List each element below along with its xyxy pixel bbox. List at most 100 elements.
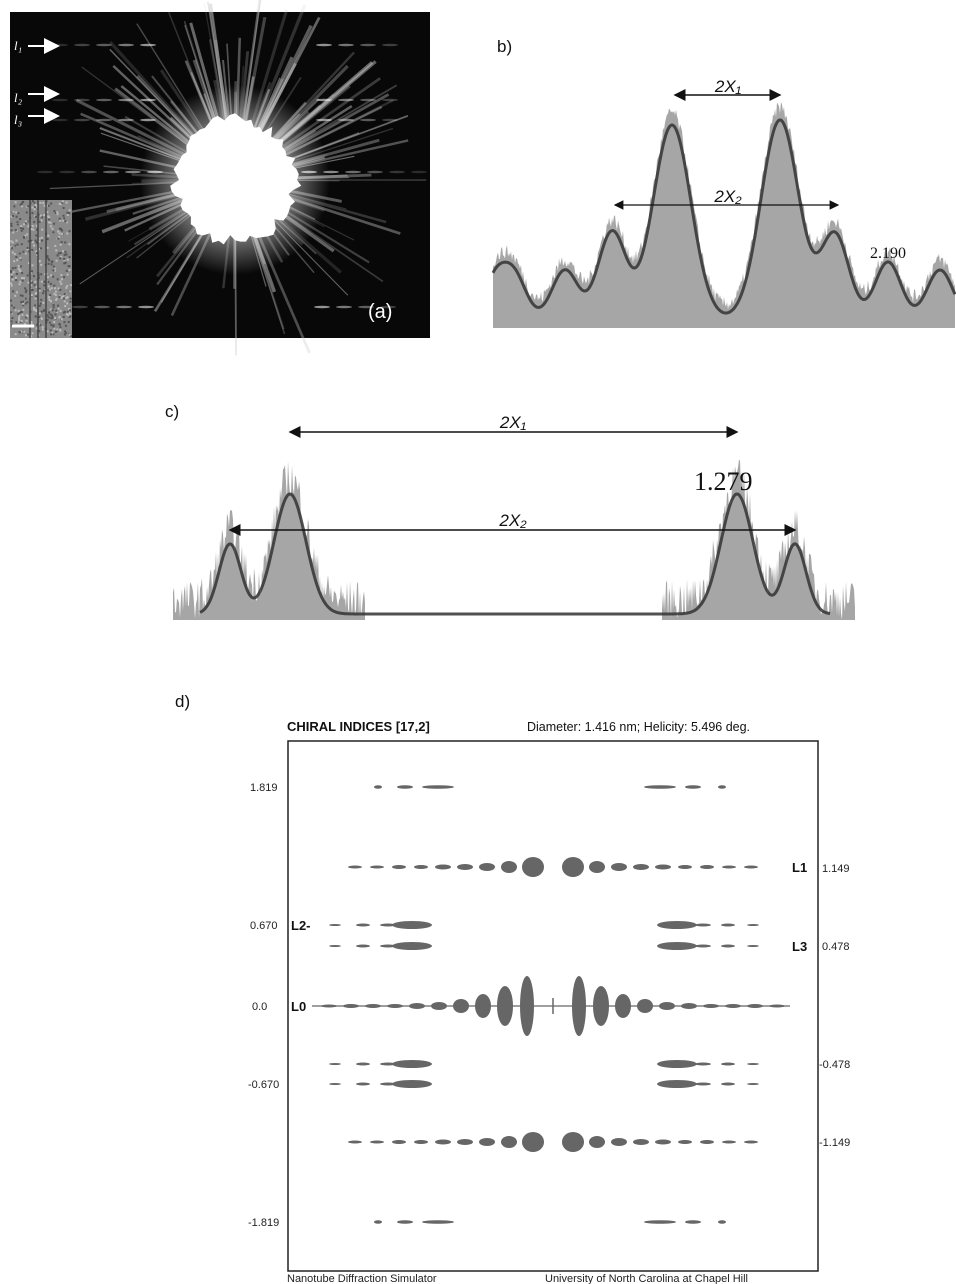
noise	[20, 202, 23, 205]
panel-label: c)	[165, 402, 179, 421]
noise	[25, 334, 28, 337]
noise	[21, 313, 24, 316]
noise	[52, 265, 55, 268]
noise	[51, 331, 54, 334]
noise	[33, 308, 36, 311]
spot	[392, 865, 406, 869]
noise	[16, 223, 19, 226]
noise	[53, 222, 56, 225]
row-value: 0.0	[252, 1001, 267, 1013]
panel-label: b)	[497, 37, 512, 56]
noise	[46, 246, 49, 249]
noise	[25, 289, 28, 292]
layer-line	[140, 43, 156, 47]
noise	[51, 309, 54, 312]
noise	[50, 287, 53, 290]
noise	[38, 287, 41, 290]
noise	[29, 284, 32, 287]
noise	[24, 252, 27, 255]
histogram	[493, 102, 955, 328]
noise	[56, 310, 59, 313]
spot	[572, 976, 586, 1036]
row-value: 1.149	[822, 863, 850, 875]
bracket-label: 2X₂	[498, 511, 527, 530]
noise	[69, 290, 72, 293]
noise	[49, 225, 52, 228]
spot	[329, 1083, 341, 1085]
spot	[435, 864, 451, 870]
noise	[47, 289, 50, 292]
noise	[47, 315, 50, 318]
spot	[457, 1139, 473, 1145]
layer-line	[52, 118, 68, 122]
noise	[59, 219, 62, 222]
noise	[25, 316, 28, 319]
noise	[26, 274, 29, 277]
noise	[27, 225, 30, 228]
noise	[27, 205, 30, 208]
noise	[13, 306, 16, 309]
noise	[46, 314, 49, 317]
noise	[40, 263, 43, 266]
spot	[722, 1140, 736, 1144]
spot	[414, 865, 428, 869]
noise	[48, 316, 51, 319]
noise	[64, 330, 67, 333]
layer-line	[96, 98, 112, 102]
spot	[678, 1140, 692, 1144]
noise	[31, 200, 34, 203]
spot	[747, 1083, 759, 1085]
noise	[14, 276, 17, 279]
spot	[681, 1003, 697, 1009]
row-value: -1.819	[248, 1217, 279, 1229]
noise	[65, 253, 68, 256]
noise	[10, 229, 13, 232]
noise	[27, 333, 30, 336]
noise	[15, 320, 18, 323]
noise	[10, 273, 13, 276]
spot	[520, 976, 534, 1036]
noise	[57, 230, 60, 233]
noise	[61, 201, 64, 204]
noise	[46, 256, 49, 259]
layer-line	[316, 43, 332, 47]
noise	[10, 215, 13, 218]
noise	[54, 269, 57, 272]
noise	[41, 326, 44, 329]
spot	[747, 1004, 763, 1008]
noise	[34, 239, 37, 242]
noise	[69, 315, 72, 318]
noise	[36, 323, 39, 326]
noise	[63, 262, 66, 265]
noise	[22, 300, 25, 303]
noise	[26, 248, 29, 251]
spot	[657, 1060, 697, 1068]
noise	[17, 321, 20, 324]
noise	[31, 241, 34, 244]
noise	[60, 278, 63, 281]
layer-line	[367, 170, 383, 174]
noise	[68, 209, 71, 212]
noise	[23, 277, 26, 280]
spot	[747, 924, 759, 926]
noise	[63, 333, 66, 336]
noise	[59, 329, 62, 332]
spot	[695, 1082, 711, 1086]
noise	[35, 234, 38, 237]
noise	[43, 284, 46, 287]
layer-line	[382, 98, 398, 102]
layer-line	[138, 305, 154, 309]
noise	[14, 229, 17, 232]
noise	[47, 280, 50, 283]
noise	[40, 216, 43, 219]
noise	[69, 284, 72, 287]
noise	[30, 239, 33, 242]
noise	[38, 330, 41, 333]
noise	[31, 332, 34, 335]
noise	[19, 265, 22, 268]
noise	[47, 258, 50, 261]
noise	[18, 331, 21, 334]
noise	[63, 310, 66, 313]
noise	[52, 306, 55, 309]
noise	[18, 252, 21, 255]
